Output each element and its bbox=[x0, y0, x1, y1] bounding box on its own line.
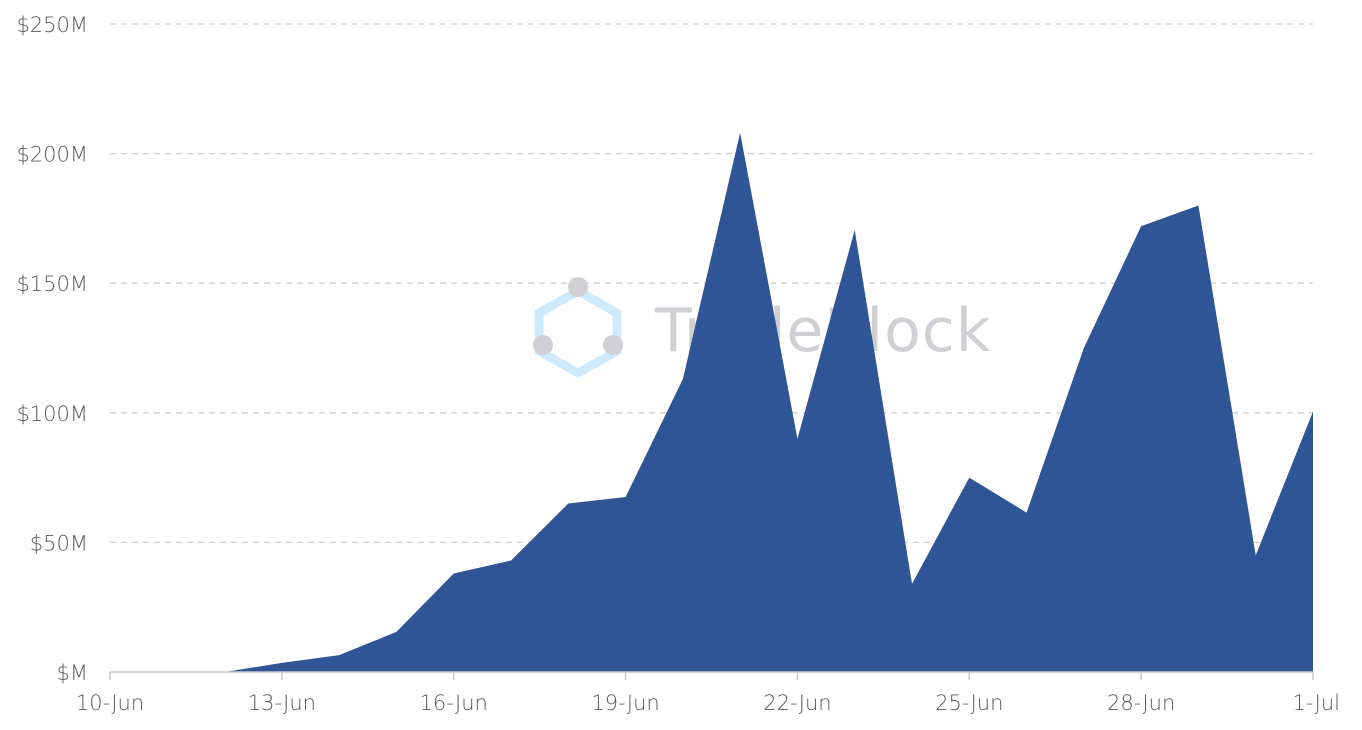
axes bbox=[109, 671, 1314, 680]
x-tick-label: 1-Jul bbox=[1293, 691, 1340, 715]
x-axis-tick-labels: 10-Jun 13-Jun 16-Jun 19-Jun 22-Jun 25-Jun 28-J… bbox=[76, 691, 1340, 715]
x-tick-label: 16-Jun bbox=[420, 691, 488, 715]
hexagon-logo-icon bbox=[533, 277, 623, 379]
y-tick-label: $100M bbox=[16, 402, 88, 426]
x-tick-label: 13-Jun bbox=[248, 691, 316, 715]
y-tick-label: $M bbox=[57, 661, 88, 685]
y-tick-label: $150M bbox=[16, 272, 88, 296]
area-series bbox=[110, 132, 1313, 673]
x-tick-label: 22-Jun bbox=[763, 691, 831, 715]
y-tick-label: $250M bbox=[16, 13, 88, 37]
x-tick-label: 19-Jun bbox=[591, 691, 659, 715]
y-tick-label: $200M bbox=[16, 143, 88, 167]
x-tick-label: 10-Jun bbox=[76, 691, 144, 715]
y-axis-tick-labels: $M $50M $100M $150M $200M $250M bbox=[16, 13, 88, 685]
x-tick-label: 25-Jun bbox=[935, 691, 1003, 715]
y-tick-label: $50M bbox=[30, 531, 88, 555]
x-tick-label: 28-Jun bbox=[1107, 691, 1175, 715]
